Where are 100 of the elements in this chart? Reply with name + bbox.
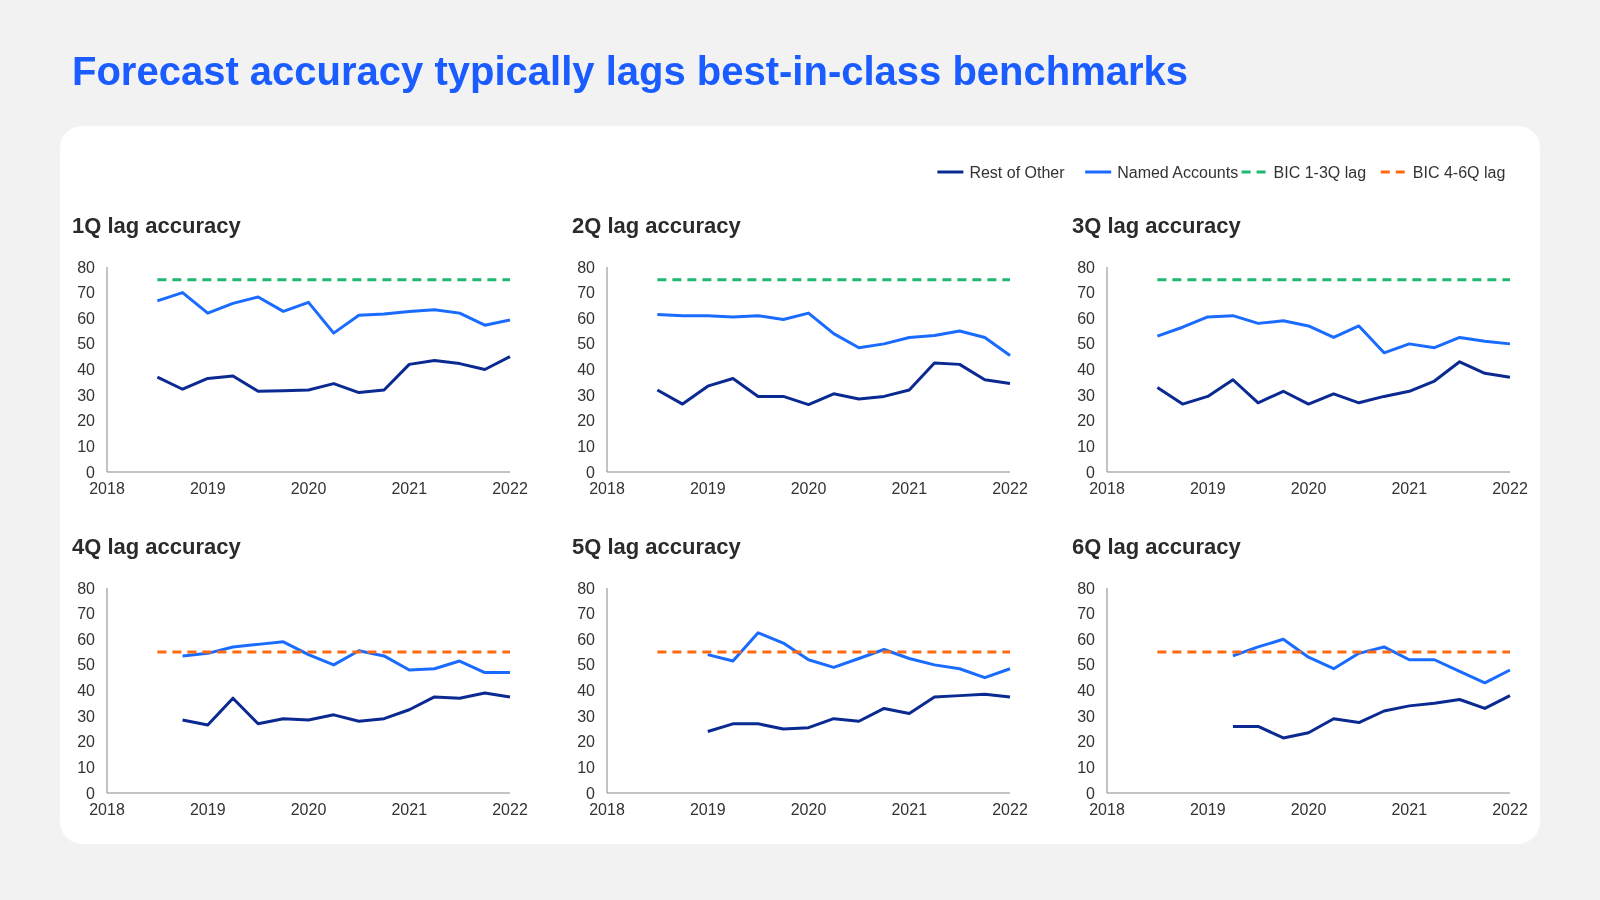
chart-title: 1Q lag accuracy [72, 213, 242, 238]
x-tick-label: 2018 [1089, 480, 1125, 497]
y-tick-label: 60 [77, 309, 96, 327]
y-tick-label: 20 [1077, 733, 1096, 751]
y-tick-label: 80 [77, 258, 96, 276]
x-tick-label: 2020 [290, 480, 327, 497]
y-tick-label: 40 [77, 682, 96, 700]
x-tick-label: 2022 [992, 480, 1028, 497]
y-tick-label: 10 [577, 758, 596, 776]
x-tick-label: 2022 [492, 801, 528, 818]
y-tick-label: 10 [577, 437, 596, 455]
x-tick-label: 2020 [1290, 480, 1327, 497]
y-tick-label: 0 [586, 784, 596, 802]
line-series [655, 311, 1012, 357]
line-series [155, 291, 512, 335]
line-series [1155, 314, 1512, 355]
line-series [706, 631, 1012, 680]
x-tick-label: 2020 [790, 801, 827, 818]
y-tick-label: 20 [1077, 412, 1096, 430]
y-tick-label: 70 [77, 605, 96, 623]
y-tick-label: 70 [1077, 284, 1096, 302]
y-tick-label: 50 [77, 656, 96, 674]
y-tick-label: 30 [77, 386, 96, 404]
x-tick-label: 2021 [1391, 801, 1428, 818]
y-tick-label: 60 [1077, 309, 1096, 327]
y-tick-label: 70 [77, 284, 96, 302]
x-tick-label: 2018 [589, 801, 625, 818]
y-tick-label: 10 [1077, 758, 1096, 776]
y-tick-label: 40 [1077, 361, 1096, 379]
y-tick-label: 0 [1086, 463, 1096, 481]
y-tick-label: 70 [577, 284, 596, 302]
x-tick-label: 2019 [1189, 801, 1226, 818]
line-series [181, 691, 512, 727]
x-tick-label: 2021 [391, 801, 428, 818]
x-tick-label: 2019 [1189, 480, 1226, 497]
x-tick-label: 2019 [189, 801, 226, 818]
legend-label: Named Accounts [1117, 163, 1239, 181]
line-series [1231, 637, 1512, 685]
y-tick-label: 80 [1077, 258, 1096, 276]
text: Forecast accuracy typically lags best-in-class benchmarks [72, 49, 1189, 93]
line-series [1231, 694, 1512, 740]
x-tick-label: 2021 [391, 480, 428, 497]
y-tick-label: 50 [577, 656, 596, 674]
chart-title: 5Q lag accuracy [572, 534, 742, 559]
chart-title: 6Q lag accuracy [1072, 534, 1242, 559]
line-series [706, 692, 1012, 733]
line-series [181, 640, 512, 675]
line-series [655, 361, 1012, 407]
x-tick-label: 2022 [492, 480, 528, 497]
x-tick-label: 2022 [1492, 480, 1528, 497]
y-tick-label: 50 [1077, 335, 1096, 353]
y-tick-label: 60 [1077, 630, 1096, 648]
y-tick-label: 30 [77, 707, 96, 725]
y-tick-label: 70 [1077, 605, 1096, 623]
chart-title: 4Q lag accuracy [72, 534, 242, 559]
y-tick-label: 0 [86, 784, 96, 802]
y-tick-label: 30 [577, 386, 596, 404]
y-tick-label: 50 [1077, 656, 1096, 674]
line-series [155, 355, 512, 395]
y-tick-label: 0 [1086, 784, 1096, 802]
line-series [1155, 360, 1512, 406]
x-tick-label: 2021 [891, 480, 928, 497]
y-tick-label: 60 [577, 630, 596, 648]
x-tick-label: 2022 [992, 801, 1028, 818]
y-tick-label: 50 [77, 335, 96, 353]
y-tick-label: 20 [577, 412, 596, 430]
y-tick-label: 20 [77, 412, 96, 430]
y-tick-label: 0 [86, 463, 96, 481]
legend-label: Rest of Other [969, 163, 1066, 181]
y-tick-label: 20 [577, 733, 596, 751]
y-tick-label: 40 [577, 361, 596, 379]
chart-title: 2Q lag accuracy [572, 213, 742, 238]
y-tick-label: 30 [1077, 707, 1096, 725]
y-tick-label: 60 [577, 309, 596, 327]
x-tick-label: 2019 [189, 480, 226, 497]
y-tick-label: 40 [1077, 682, 1096, 700]
legend-label: BIC 4-6Q lag [1412, 163, 1506, 181]
y-tick-label: 80 [577, 579, 596, 597]
y-tick-label: 80 [1077, 579, 1096, 597]
y-tick-label: 30 [577, 707, 596, 725]
y-tick-label: 80 [77, 579, 96, 597]
y-tick-label: 10 [77, 437, 96, 455]
x-tick-label: 2019 [689, 801, 726, 818]
y-tick-label: 20 [77, 733, 96, 751]
y-tick-label: 30 [1077, 386, 1096, 404]
chart-title: 3Q lag accuracy [1072, 213, 1242, 238]
y-tick-label: 10 [77, 758, 96, 776]
y-tick-label: 0 [586, 463, 596, 481]
x-tick-label: 2020 [1290, 801, 1327, 818]
y-tick-label: 50 [577, 335, 596, 353]
x-tick-label: 2022 [1492, 801, 1528, 818]
y-tick-label: 40 [577, 682, 596, 700]
x-tick-label: 2019 [689, 480, 726, 497]
x-tick-label: 2018 [89, 480, 125, 497]
y-tick-label: 10 [1077, 437, 1096, 455]
x-tick-label: 2018 [1089, 801, 1125, 818]
y-tick-label: 70 [577, 605, 596, 623]
y-tick-label: 80 [577, 258, 596, 276]
x-tick-label: 2020 [290, 801, 327, 818]
legend-label: BIC 1-3Q lag [1273, 163, 1367, 181]
